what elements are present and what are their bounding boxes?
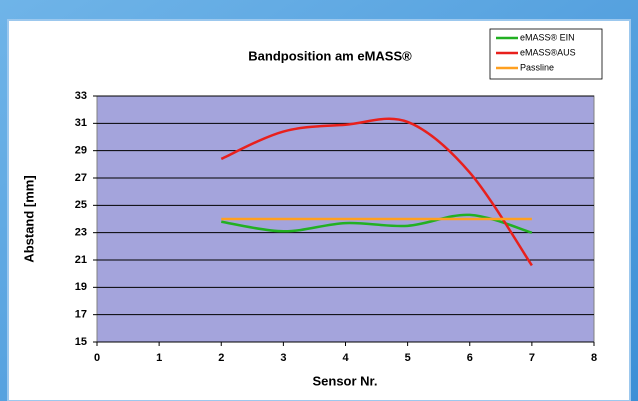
y-tick-label: 25 — [75, 199, 87, 211]
x-tick-label: 1 — [156, 352, 162, 364]
y-tick-label: 23 — [75, 227, 87, 239]
legend-label: eMASS® EIN — [520, 32, 575, 42]
x-tick-label: 4 — [342, 352, 349, 364]
y-tick-label: 33 — [75, 90, 87, 102]
x-tick-label: 2 — [218, 352, 224, 364]
x-tick-label: 8 — [591, 352, 597, 364]
y-tick-label: 29 — [75, 145, 87, 157]
chart: Bandposition am eMASS® Sensor Nr. Abstan… — [0, 0, 638, 401]
y-axis-label: Abstand [mm] — [21, 175, 36, 262]
y-tick-label: 19 — [75, 281, 87, 293]
chart-title: Bandposition am eMASS® — [248, 48, 412, 63]
y-tick-label: 21 — [75, 254, 87, 266]
x-tick-label: 7 — [529, 352, 535, 364]
y-tick-label: 31 — [75, 117, 87, 129]
x-tick-label: 5 — [405, 352, 411, 364]
y-tick-label: 15 — [75, 336, 87, 348]
legend-label: Passline — [520, 62, 554, 72]
y-tick-label: 17 — [75, 309, 87, 321]
page: {"chart_data": {"type": "line", "title":… — [0, 0, 638, 401]
legend-label: eMASS®AUS — [520, 47, 576, 57]
x-tick-label: 3 — [280, 352, 286, 364]
x-tick-label: 0 — [94, 352, 100, 364]
x-tick-label: 6 — [467, 352, 473, 364]
x-axis-label: Sensor Nr. — [312, 373, 377, 388]
y-tick-label: 27 — [75, 172, 87, 184]
